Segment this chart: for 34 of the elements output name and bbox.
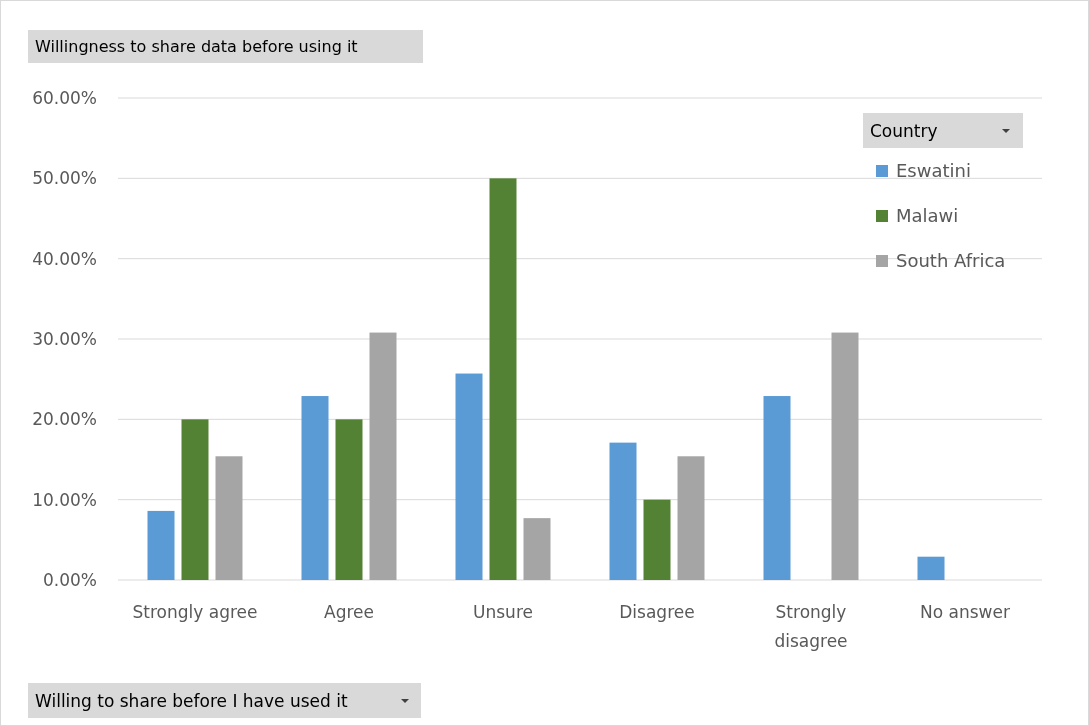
bar	[369, 332, 397, 580]
y-tick-label: 20.00%	[32, 409, 97, 430]
legend-title: Country	[870, 121, 938, 141]
text: Willing to share before I have used it	[35, 691, 348, 711]
legend-label: Malawi	[896, 205, 959, 226]
x-tick-label: No answer	[920, 602, 1010, 622]
bar	[523, 518, 551, 580]
bar	[335, 419, 363, 580]
bar	[609, 442, 637, 580]
x-tick-label: Unsure	[473, 602, 533, 622]
bar	[643, 499, 671, 580]
x-tick-label: Disagree	[619, 602, 695, 622]
y-tick-label: 60.00%	[32, 87, 97, 108]
chart-title: Willingness to share data before using it	[35, 37, 358, 56]
bar	[147, 510, 175, 580]
bar	[455, 373, 483, 580]
bar	[181, 419, 209, 580]
y-tick-label: 50.00%	[32, 168, 97, 189]
legend-label: South Africa	[896, 250, 1006, 271]
y-tick-label: 0.00%	[42, 569, 97, 590]
bar	[763, 396, 791, 580]
bar	[489, 178, 517, 580]
bar	[301, 396, 329, 580]
y-tick-label: 40.00%	[32, 248, 97, 269]
bar	[215, 456, 243, 580]
bar	[677, 456, 705, 580]
y-tick-label: 10.00%	[32, 489, 97, 510]
y-tick-label: 30.00%	[32, 328, 97, 349]
bar	[917, 556, 945, 580]
bar	[831, 332, 859, 580]
x-tick-label: Strongly disagree	[774, 602, 848, 651]
x-tick-label: Agree	[324, 602, 374, 622]
x-tick-label: Strongly agree	[132, 602, 258, 622]
legend-label: Eswatini	[896, 160, 971, 181]
